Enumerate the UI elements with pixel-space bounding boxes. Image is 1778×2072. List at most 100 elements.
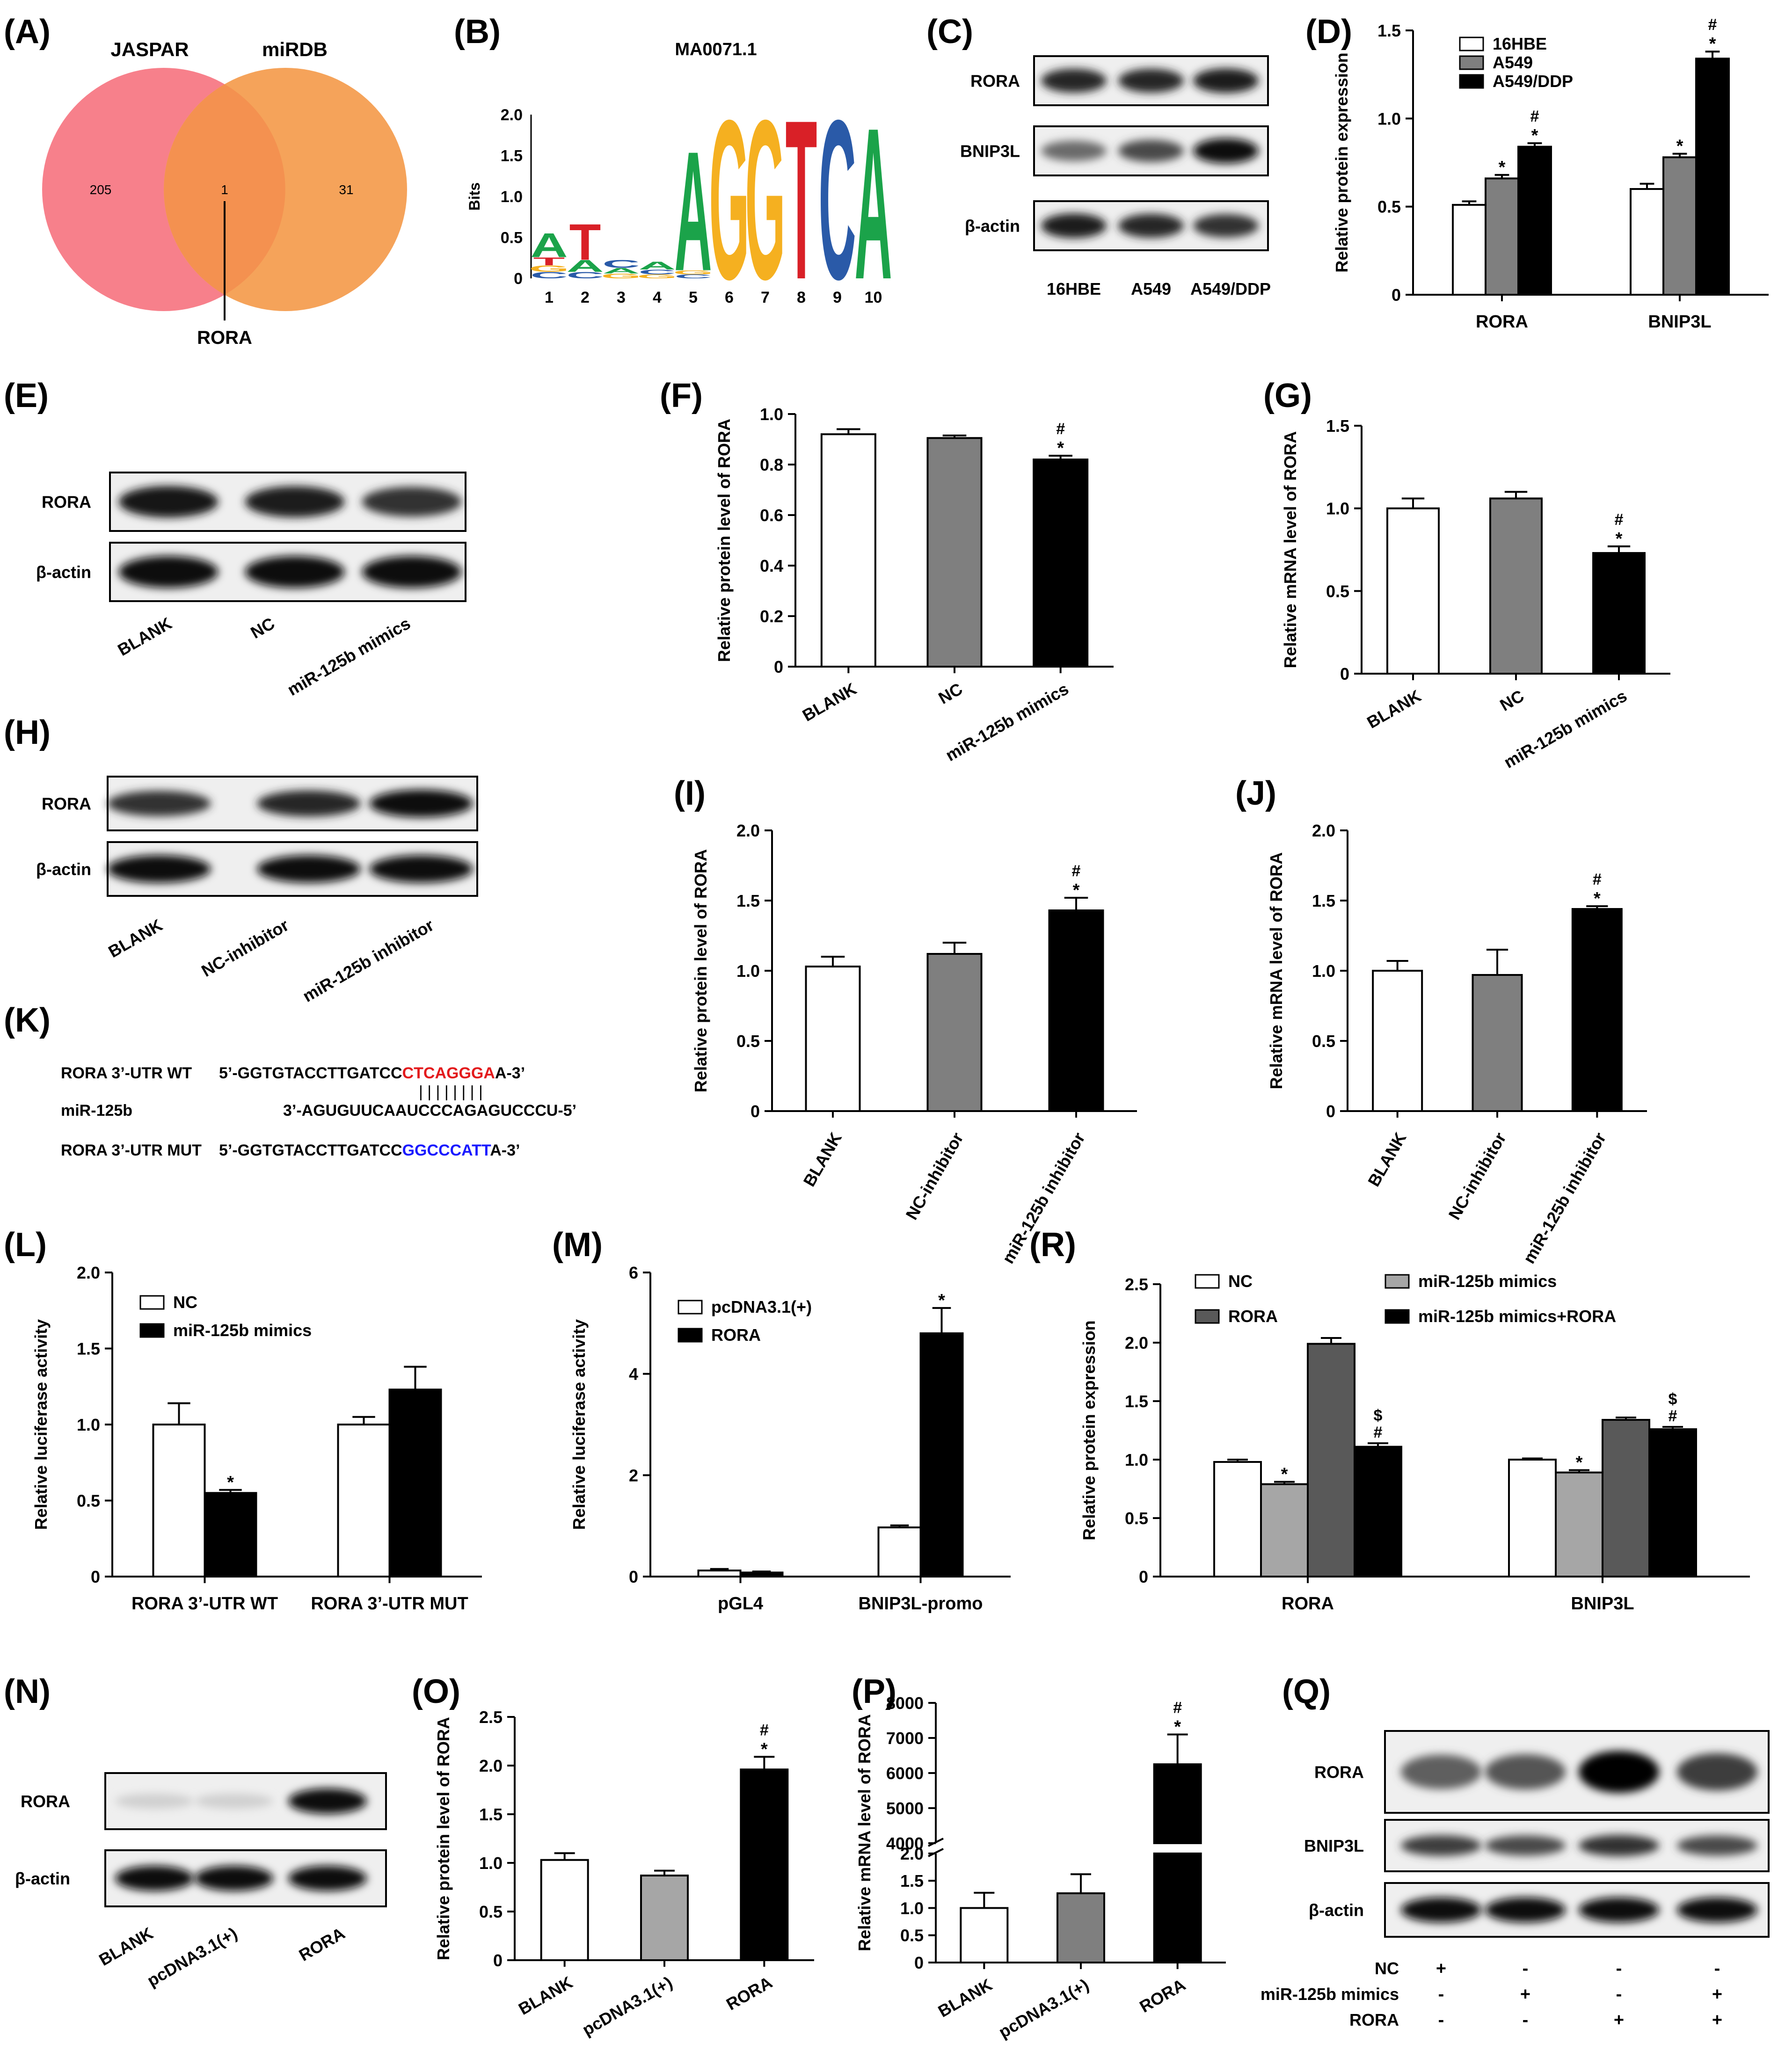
bar: [926, 953, 983, 1112]
condition-mark: +: [1436, 1959, 1446, 1978]
bar: [152, 1424, 206, 1578]
significance-star: *: [1676, 137, 1683, 156]
blot-lane-label: 16HBE: [1047, 279, 1101, 298]
blot-lane-label: BLANK: [95, 1923, 156, 1969]
logo-position-label: 5: [689, 289, 698, 306]
significance-hash: #: [1593, 871, 1602, 888]
condition-mark: +: [1712, 2010, 1722, 2030]
x-tick-label: pcDNA3.1(+): [579, 1972, 676, 2039]
bar: [1662, 156, 1697, 296]
wt-suffix: A-3’: [495, 1064, 525, 1082]
legend-swatch: [678, 1300, 703, 1315]
x-tick-label: pGL4: [718, 1594, 763, 1614]
y-axis-label: Relative protein level of RORA: [434, 1717, 453, 1960]
x-tick-label: NC-inhibitor: [1444, 1129, 1509, 1223]
venn-callout-label: RORA: [197, 327, 252, 348]
x-tick-label: RORA: [1476, 312, 1528, 332]
y-tick-label: 2.5: [479, 1708, 503, 1727]
logo-title: MA0071.1: [675, 40, 757, 59]
x-tick-label: NC-inhibitor: [902, 1129, 967, 1223]
condition-mark: +: [1520, 1985, 1530, 2004]
logo-letter-G: G: [673, 269, 713, 276]
logo-position-label: 4: [653, 289, 662, 306]
venn-overlap: [164, 84, 285, 295]
blot-row-band: [245, 556, 345, 588]
y-tick-label: 1.0: [1326, 499, 1349, 518]
significance-dollar: $: [1669, 1390, 1677, 1408]
blot-row-band: [118, 556, 219, 588]
y-axis-label: Relative protein expression: [1079, 1320, 1099, 1540]
blot-lane-label: BLANK: [105, 915, 166, 961]
mir-label: miR-125b: [61, 1102, 132, 1120]
blot-row-band: [1118, 139, 1184, 162]
significance-star: *: [1594, 889, 1601, 909]
condition-mark: -: [1523, 2010, 1529, 2030]
x-tick-label: RORA 3’-UTR MUT: [311, 1594, 468, 1614]
significance-star: *: [1576, 1453, 1583, 1473]
x-tick-label: NC: [1496, 686, 1527, 715]
logo-letter-G: G: [601, 272, 641, 280]
logo-ytick-label: 1.0: [501, 188, 523, 206]
significance-hash: #: [1056, 420, 1065, 438]
y-axis-label: Relative protein expression: [1332, 52, 1351, 272]
panel-label-E: (E): [4, 377, 49, 414]
blot-row-band: [1118, 68, 1184, 93]
wt-sequence: 5’-GGTGTACCTTGATCCCTCAGGGAA-3’: [219, 1064, 525, 1082]
y-tick-label: 1.5: [736, 891, 760, 910]
panel-label-K: (K): [4, 1002, 51, 1039]
y-tick-label: 1.0: [479, 1854, 503, 1873]
mut-suffix: A-3’: [490, 1141, 520, 1159]
panel-label-F: (F): [660, 377, 703, 414]
bar-chart-O: Relative protein level of RORA 0 0.5 1.0 1.5…: [434, 1708, 814, 2039]
y-tick-label: 1.0: [77, 1415, 100, 1434]
bar: [1555, 1471, 1603, 1578]
bar-upper: [1153, 1763, 1202, 1844]
panel-labels: (A) (B) (C) (D) (E) (F) (G) (H) (I) (J) …: [4, 13, 1352, 1710]
bar: [1057, 1892, 1105, 1963]
venn-diagram: JASPAR miRDB 205 1 31 RORA: [42, 38, 407, 348]
y-tick-label: 0: [493, 1951, 503, 1970]
legend-label: miR-125b mimics: [1418, 1272, 1557, 1291]
pairing-lines: | | | | | | | |: [419, 1083, 483, 1101]
bar: [1386, 507, 1440, 675]
bar: [1571, 908, 1623, 1112]
y-tick-label: 7000: [886, 1729, 924, 1748]
logo-axis: 0 0.5 1.0 1.5 2.0 1 2 3 4 5 6 7 8 9 10: [501, 106, 882, 306]
y-tick-label: 2.0: [1312, 821, 1335, 840]
legend-swatch: [1459, 55, 1484, 70]
blot-lane-label: NC-inhibitor: [198, 915, 292, 980]
y-axis-label: Relative mRNA level of RORA: [855, 1714, 874, 1951]
logo-ytick-label: 0: [514, 270, 523, 288]
blot-row-label: β-actin: [965, 217, 1020, 236]
bar: [1472, 974, 1523, 1112]
panel-label-A: (A): [4, 13, 51, 51]
bar: [877, 1526, 922, 1578]
bar: [1260, 1483, 1309, 1578]
logo-ylabel: Bits: [466, 182, 483, 211]
panel-label-H: (H): [4, 714, 51, 751]
y-tick-label: 0.5: [77, 1491, 100, 1511]
x-tick-label: NC: [935, 679, 966, 708]
legend-label: pcDNA3.1(+): [711, 1297, 812, 1316]
x-tick-label: BLANK: [935, 1975, 996, 2021]
y-tick-label: 6: [629, 1263, 638, 1282]
y-axis-label: Relative protein level of RORA: [691, 849, 710, 1092]
y-tick-label: 0: [751, 1102, 760, 1121]
significance-hash: #: [1530, 108, 1539, 125]
blot-row-band: [1578, 1897, 1660, 1923]
blot-row-band: [1578, 1751, 1660, 1793]
y-tick-label: 0: [1340, 664, 1349, 683]
logo-letter-A: A: [674, 116, 712, 307]
x-tick-label: BLANK: [515, 1972, 576, 2018]
panel-label-O: (O): [412, 1673, 460, 1710]
logo-position-label: 2: [581, 289, 590, 306]
legend-swatch: [678, 1328, 703, 1343]
bar: [1033, 458, 1089, 668]
panel-label-B: (B): [454, 13, 501, 51]
legend-swatch: [1195, 1309, 1220, 1324]
legend-label: NC: [173, 1293, 197, 1312]
blot-lane-label: A549: [1131, 279, 1171, 298]
legend-label: miR-125b mimics+RORA: [1418, 1307, 1616, 1326]
